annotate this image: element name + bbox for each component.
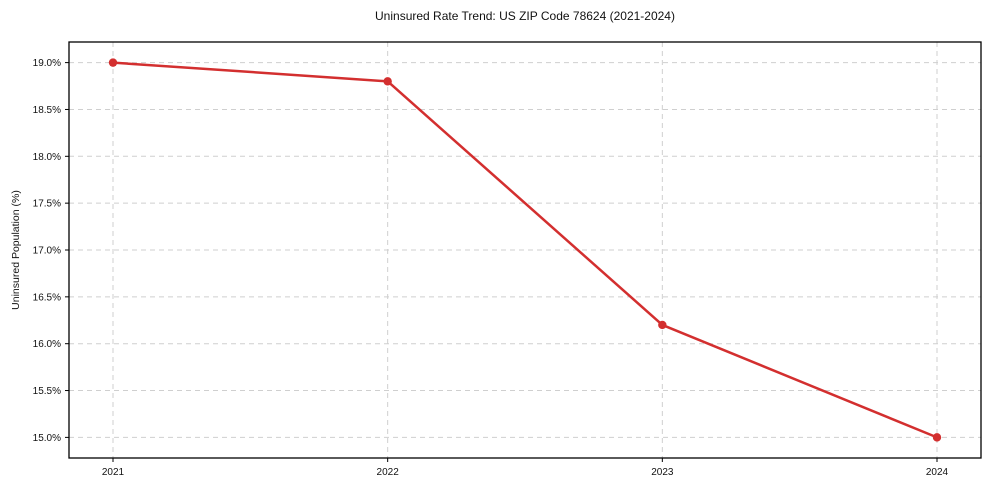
trend-line <box>111 61 939 439</box>
y-tick-label: 17.5% <box>33 199 61 210</box>
y-tick-label: 17.0% <box>33 246 61 257</box>
data-point <box>383 77 392 86</box>
x-tick-label: 2023 <box>651 467 674 478</box>
x-tick-label: 2021 <box>102 467 125 478</box>
y-tick-label: 15.0% <box>33 433 61 444</box>
data-point <box>932 433 942 442</box>
y-tick-label: 19.0% <box>33 58 61 69</box>
x-tick-label: 2024 <box>926 467 949 478</box>
data-point <box>658 320 667 330</box>
y-tick-label: 15.5% <box>33 386 61 397</box>
y-tick-label: 18.5% <box>33 105 61 116</box>
y-tick-label: 18.0% <box>33 152 61 163</box>
x-tick-label: 2022 <box>377 467 400 478</box>
y-tick-label: 16.5% <box>33 292 61 303</box>
y-tick-label: 16.0% <box>33 339 61 350</box>
chart-title: Uninsured Rate Trend: US ZIP Code 78624 … <box>375 9 675 23</box>
data-point <box>108 58 118 67</box>
